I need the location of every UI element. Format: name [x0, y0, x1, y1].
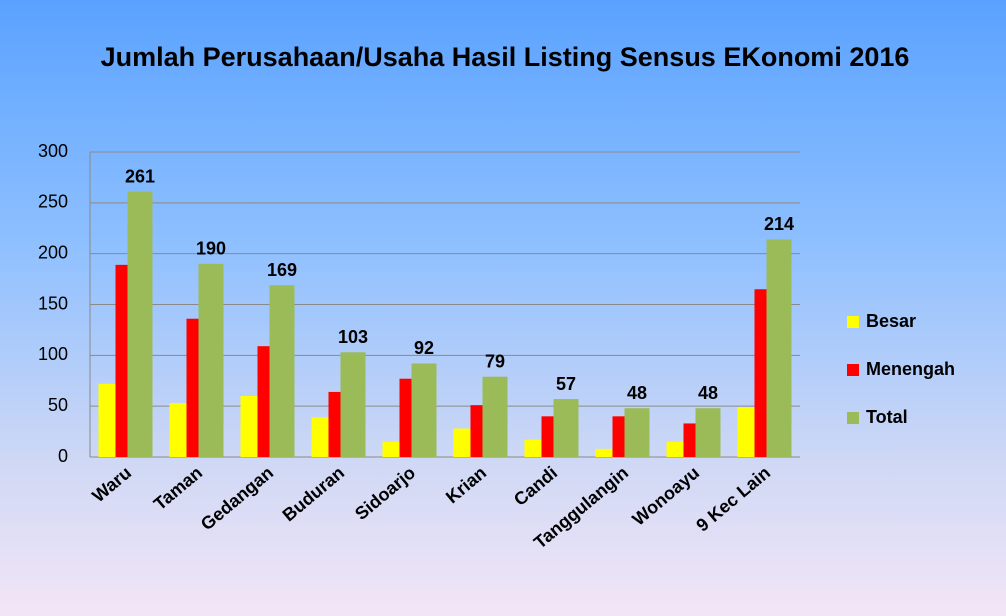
x-tick-label: Candi: [510, 462, 561, 509]
bar: [737, 407, 755, 457]
data-label: 79: [485, 351, 505, 371]
y-tick-label: 0: [58, 446, 68, 466]
bar: [541, 416, 554, 457]
bar: [683, 423, 696, 457]
x-tick-label: 9 Kec Lain: [692, 462, 774, 535]
bar: [482, 376, 508, 457]
y-tick-label: 200: [38, 242, 68, 262]
legend-swatch: [847, 364, 859, 376]
bar: [382, 441, 400, 457]
bar: [240, 396, 258, 457]
data-label: 169: [267, 260, 297, 280]
x-tick-label: Waru: [88, 462, 135, 506]
x-tick-label: Sidoarjo: [351, 462, 419, 524]
data-label: 48: [698, 383, 718, 403]
x-tick-label: Krian: [442, 462, 490, 507]
bar: [98, 383, 116, 457]
bar: [411, 363, 437, 457]
x-tick-label: Buduran: [279, 462, 349, 525]
bar: [399, 378, 412, 457]
bar: [666, 441, 684, 457]
y-tick-label: 50: [48, 395, 68, 415]
data-label: 92: [414, 338, 434, 358]
y-tick-label: 250: [38, 192, 68, 212]
bar: [695, 408, 721, 457]
bar: [595, 448, 613, 457]
y-tick-label: 100: [38, 344, 68, 364]
x-tick-label: Gedangan: [197, 462, 277, 534]
bar: [186, 318, 199, 457]
bar: [553, 399, 579, 457]
bar: [169, 403, 187, 457]
bar: [328, 391, 341, 457]
bar: [624, 408, 650, 457]
bar: [198, 263, 224, 457]
bar: [127, 191, 153, 457]
legend-swatch: [847, 412, 859, 424]
bar: [340, 352, 366, 457]
bar: [115, 264, 128, 457]
bar: [524, 439, 542, 457]
data-label: 190: [196, 239, 226, 259]
data-label: 261: [125, 166, 155, 186]
bar: [269, 285, 295, 457]
bar: [470, 405, 483, 457]
bar: [612, 416, 625, 457]
y-tick-label: 150: [38, 293, 68, 313]
legend-label: Total: [866, 407, 908, 427]
bar: [754, 289, 767, 457]
legend-swatch: [847, 316, 859, 328]
chart-title: Jumlah Perusahaan/Usaha Hasil Listing Se…: [100, 42, 910, 72]
y-tick-label: 300: [38, 141, 68, 161]
legend-label: Besar: [866, 311, 916, 331]
data-label: 57: [556, 374, 576, 394]
data-label: 103: [338, 327, 368, 347]
bar: [453, 428, 471, 457]
bar: [766, 239, 792, 457]
data-label: 48: [627, 383, 647, 403]
bar: [257, 346, 270, 457]
data-label: 214: [764, 214, 794, 234]
legend-label: Menengah: [866, 359, 955, 379]
x-tick-label: Taman: [150, 462, 206, 514]
bar: [311, 417, 329, 457]
